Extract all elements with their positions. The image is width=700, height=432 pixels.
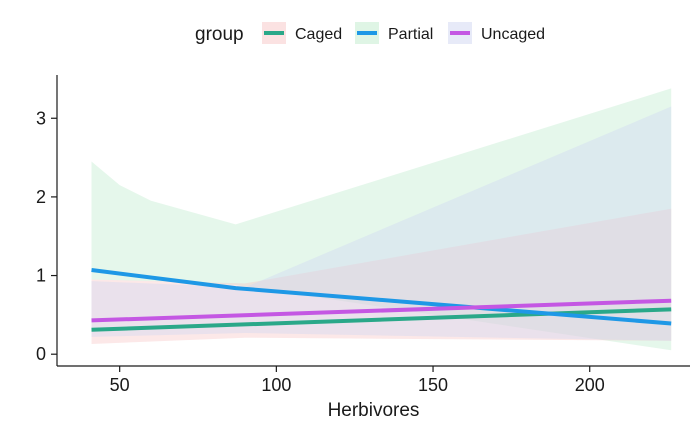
x-axis-title: Herbivores — [328, 400, 420, 421]
line-caged — [91, 307, 672, 332]
legend: group Caged Partial Uncaged — [195, 22, 545, 45]
ribbon-uncaged — [91, 106, 672, 341]
x-tick-label: 200 — [575, 375, 605, 395]
legend-label-caged: Caged — [295, 26, 342, 43]
line-uncaged — [91, 298, 672, 323]
y-tick-label: 1 — [36, 266, 46, 286]
x-tick-label: 150 — [418, 375, 448, 395]
legend-label-uncaged: Uncaged — [481, 26, 545, 43]
y-tick-label: 3 — [36, 108, 46, 128]
y-tick-label: 0 — [36, 344, 46, 364]
x-tick-label: 100 — [261, 375, 291, 395]
legend-title: group — [195, 24, 244, 45]
x-tick-label: 50 — [110, 375, 130, 395]
y-ticks: 0 1 2 3 — [36, 108, 57, 364]
legend-label-partial: Partial — [388, 26, 433, 43]
series-lines — [91, 268, 672, 332]
ribbon-partial — [91, 88, 672, 351]
y-tick-label: 2 — [36, 187, 46, 207]
x-ticks: 50 100 150 200 — [110, 366, 605, 395]
axes: 50 100 150 200 0 1 2 3 Herbivores — [36, 75, 690, 421]
line-partial — [91, 268, 672, 326]
